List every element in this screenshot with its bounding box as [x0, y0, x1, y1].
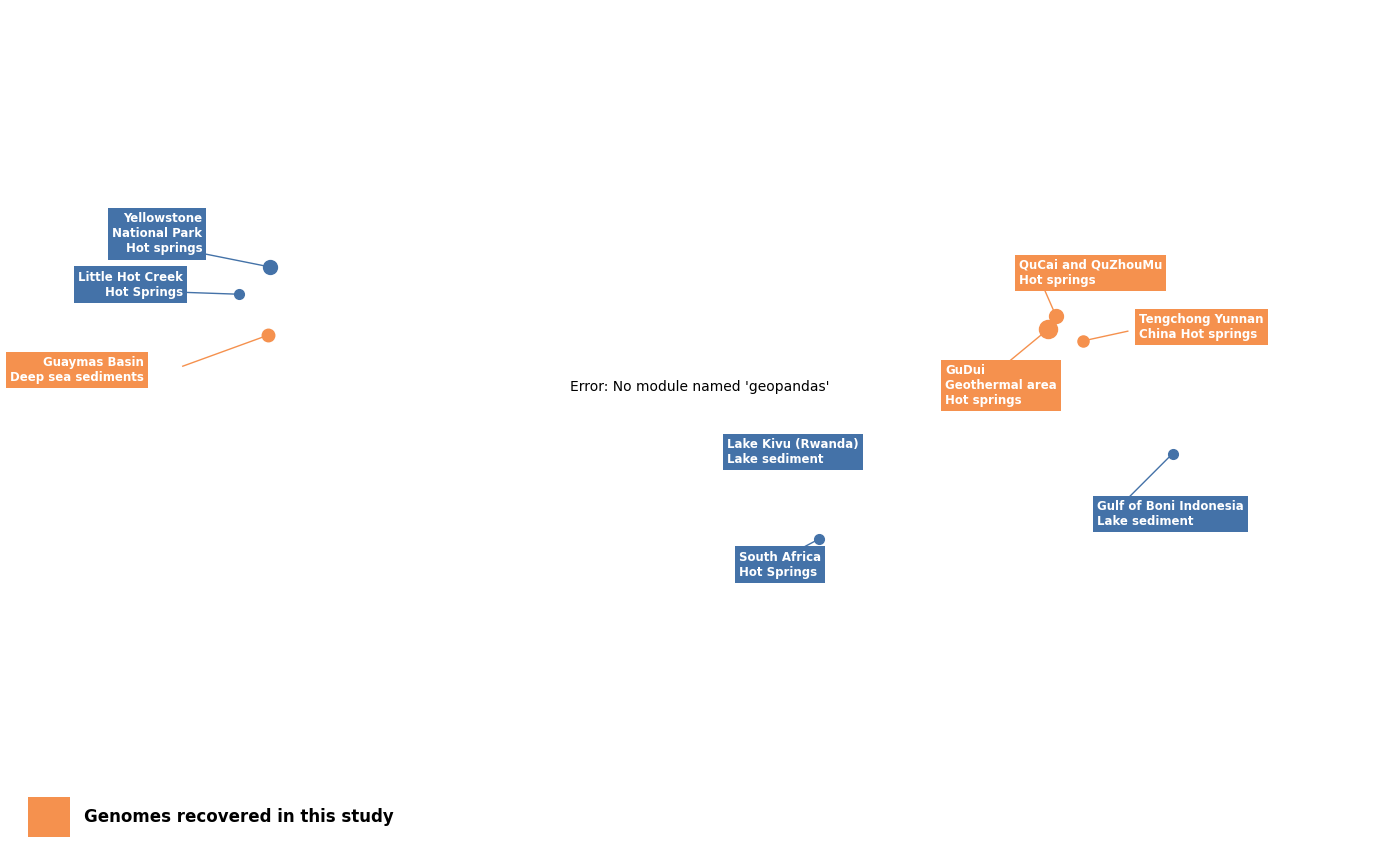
Text: Yellowstone
National Park
Hot springs: Yellowstone National Park Hot springs — [112, 213, 202, 255]
Text: Tengchong Yunnan
China Hot springs: Tengchong Yunnan China Hot springs — [1140, 313, 1264, 341]
Text: Guaymas Basin
Deep sea sediments: Guaymas Basin Deep sea sediments — [10, 356, 144, 384]
Text: QuCai and QuZhouMu
Hot springs: QuCai and QuZhouMu Hot springs — [1019, 259, 1162, 287]
Text: GuDui
Geothermal area
Hot springs: GuDui Geothermal area Hot springs — [945, 364, 1057, 407]
Text: Gulf of Boni Indonesia
Lake sediment: Gulf of Boni Indonesia Lake sediment — [1096, 500, 1243, 528]
Text: Little Hot Creek
Hot Springs: Little Hot Creek Hot Springs — [78, 271, 183, 299]
FancyBboxPatch shape — [28, 797, 70, 837]
Text: South Africa
Hot Springs: South Africa Hot Springs — [739, 551, 820, 579]
Text: Error: No module named 'geopandas': Error: No module named 'geopandas' — [570, 380, 830, 395]
Text: Lake Kivu (Rwanda)
Lake sediment: Lake Kivu (Rwanda) Lake sediment — [727, 437, 858, 465]
Text: Genomes recovered in this study: Genomes recovered in this study — [84, 808, 393, 826]
